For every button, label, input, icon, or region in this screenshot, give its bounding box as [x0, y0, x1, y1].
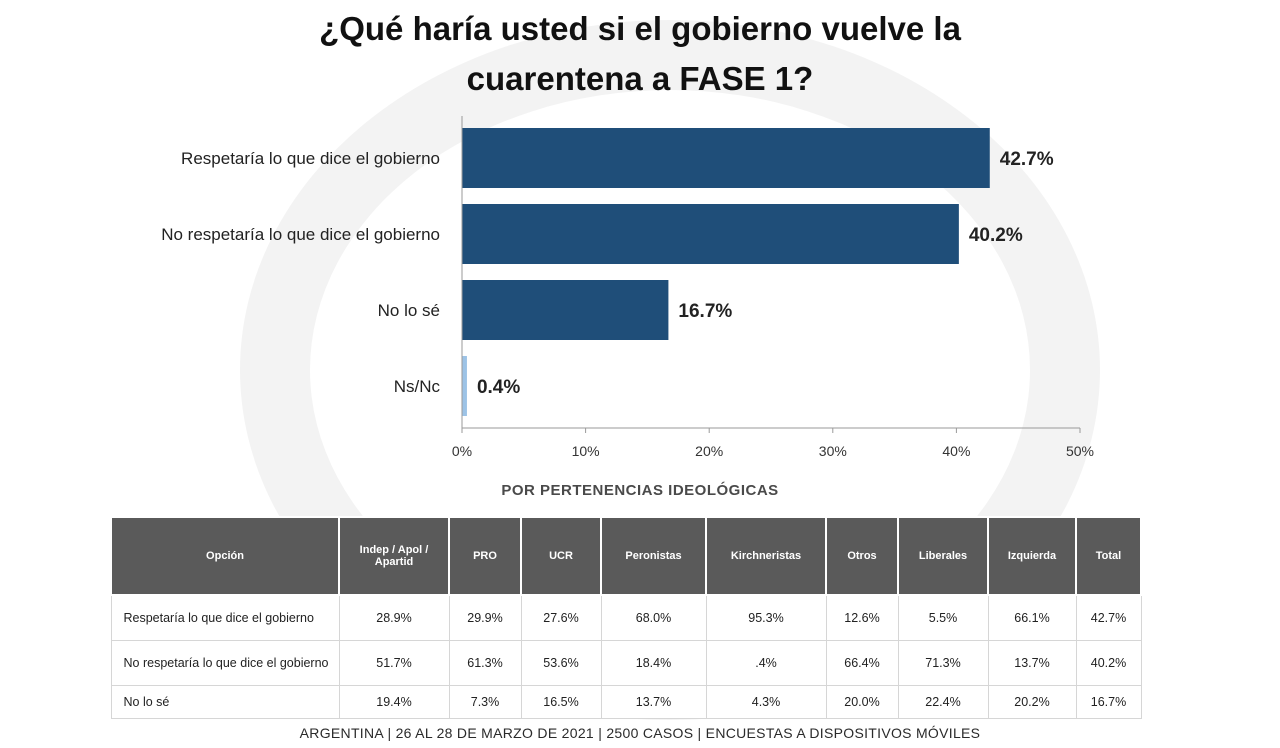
row-option-label: Respetaría lo que dice el gobierno	[110, 594, 340, 641]
title-line-1: ¿Qué haría usted si el gobierno vuelve l…	[319, 10, 961, 47]
category-label-3: Ns/Nc	[394, 377, 441, 396]
bar-3	[462, 356, 467, 416]
table-cell: 13.7%	[600, 685, 707, 719]
value-label-3: 0.4%	[477, 377, 520, 398]
table-cell: 95.3%	[705, 594, 827, 641]
table-cell: 13.7%	[987, 640, 1077, 686]
table-header-6: Otros	[825, 516, 899, 596]
table-cell: 42.7%	[1075, 594, 1142, 641]
bar-2	[462, 280, 669, 340]
x-tick-label-0: 0%	[452, 443, 472, 459]
x-tick-label-5: 50%	[1066, 443, 1094, 459]
table-header-8: Izquierda	[987, 516, 1077, 596]
category-label-1: No respetaría lo que dice el gobierno	[161, 225, 440, 244]
table-cell: 29.9%	[448, 594, 522, 641]
table-row: No respetaría lo que dice el gobierno 51.…	[110, 640, 1142, 686]
table-header-2: PRO	[448, 516, 522, 596]
table-cell: 51.7%	[338, 640, 450, 686]
row-option-label: No respetaría lo que dice el gobierno	[110, 640, 340, 686]
category-label-2: No lo sé	[378, 301, 440, 320]
table-header-1: Indep / Apol / Apartid	[338, 516, 450, 596]
title-line-2: cuarentena a FASE 1?	[466, 60, 814, 97]
table-cell: 71.3%	[897, 640, 989, 686]
value-label-2: 16.7%	[678, 301, 732, 322]
x-tick-label-4: 40%	[942, 443, 970, 459]
table-cell: 68.0%	[600, 594, 707, 641]
table-cell: 22.4%	[897, 685, 989, 719]
table-header-9: Total	[1075, 516, 1142, 596]
table-header-7: Liberales	[897, 516, 989, 596]
bar-chart: Respetaría lo que dice el gobierno 42.7% N…	[161, 116, 1094, 459]
bar-1	[462, 204, 959, 264]
table-header-3: UCR	[520, 516, 602, 596]
table-row: No lo sé 19.4% 7.3% 16.5% 13.7% 4.3% 20.0% 22.4…	[110, 685, 1142, 719]
value-label-1: 40.2%	[969, 225, 1023, 246]
breakdown-table: Opción Indep / Apol / Apartid PRO UCR Peroni…	[110, 516, 1142, 719]
table-cell: 27.6%	[520, 594, 602, 641]
table-cell: 19.4%	[338, 685, 450, 719]
x-tick-label-1: 10%	[572, 443, 600, 459]
table-row: Respetaría lo que dice el gobierno 28.9% 2…	[110, 594, 1142, 641]
breakdown-subtitle: POR PERTENENCIAS IDEOLÓGICAS	[501, 482, 779, 499]
table-cell: 18.4%	[600, 640, 707, 686]
table-header-5: Kirchneristas	[705, 516, 827, 596]
footer-note: ARGENTINA | 26 AL 28 DE MARZO DE 2021 | …	[299, 725, 981, 741]
table-header-0: Opción	[110, 516, 340, 596]
value-label-0: 42.7%	[1000, 149, 1054, 170]
table-cell: 61.3%	[448, 640, 522, 686]
table-cell: 12.6%	[825, 594, 899, 641]
table-cell: 16.5%	[520, 685, 602, 719]
table-cell: 66.1%	[987, 594, 1077, 641]
table-cell: 4.3%	[705, 685, 827, 719]
table-header-4: Peronistas	[600, 516, 707, 596]
x-tick-label-3: 30%	[819, 443, 847, 459]
table-body: Respetaría lo que dice el gobierno 28.9% 2…	[110, 594, 1142, 719]
table-cell: 20.2%	[987, 685, 1077, 719]
bar-0	[462, 128, 990, 188]
table-cell: 28.9%	[338, 594, 450, 641]
row-option-label: No lo sé	[110, 685, 340, 719]
category-label-0: Respetaría lo que dice el gobierno	[181, 149, 440, 168]
table-cell: 66.4%	[825, 640, 899, 686]
table-header-row: Opción Indep / Apol / Apartid PRO UCR Peroni…	[110, 516, 1142, 596]
table-cell: 20.0%	[825, 685, 899, 719]
table-cell: 16.7%	[1075, 685, 1142, 719]
table-cell: 5.5%	[897, 594, 989, 641]
x-tick-label-2: 20%	[695, 443, 723, 459]
table-cell: 53.6%	[520, 640, 602, 686]
table-cell: 7.3%	[448, 685, 522, 719]
chart-title: ¿Qué haría usted si el gobierno vuelve l…	[200, 4, 1080, 104]
table-cell: .4%	[705, 640, 827, 686]
table-cell: 40.2%	[1075, 640, 1142, 686]
